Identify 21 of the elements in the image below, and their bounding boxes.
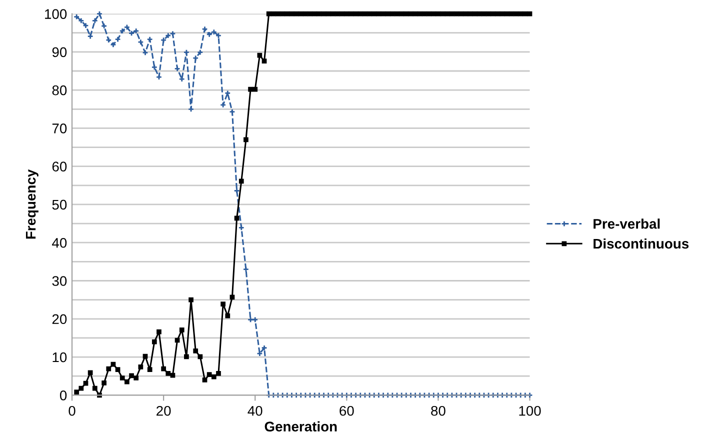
y-tick-label: 50 [52, 200, 67, 210]
x-tick-label: 80 [431, 406, 446, 416]
x-tick-label: 100 [519, 406, 541, 416]
y-tick-label: 20 [52, 314, 67, 324]
y-tick-label: 10 [52, 352, 67, 362]
x-tick-label: 20 [156, 406, 171, 416]
x-tick-label: 40 [248, 406, 262, 416]
legend-label: Pre-verbal [594, 218, 660, 229]
legend-label: Discontinuous [594, 238, 689, 249]
y-tick-label: 40 [52, 238, 67, 248]
x-tick-label: 0 [68, 406, 76, 416]
y-axis-title: Frequency [26, 169, 38, 239]
y-tick-label: 100 [45, 9, 67, 19]
x-axis-title: Generation [264, 421, 337, 432]
y-tick-label: 30 [52, 276, 67, 286]
y-tick-label: 80 [52, 85, 67, 96]
y-tick-label: 90 [52, 47, 67, 58]
y-tick-label: 60 [52, 162, 67, 172]
y-tick-label: 70 [52, 124, 67, 134]
x-tick-label: 60 [340, 406, 354, 416]
y-tick-label: 0 [60, 390, 67, 400]
